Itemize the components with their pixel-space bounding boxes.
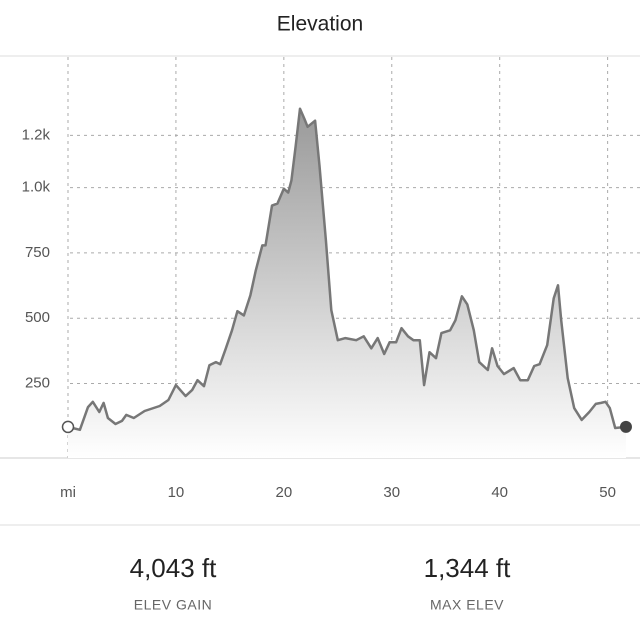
x-tick-label: 50 bbox=[599, 484, 616, 501]
stats: 4,043 ft ELEV GAIN 1,344 ft MAX ELEV bbox=[130, 553, 512, 613]
y-tick-label: 1.0k bbox=[22, 179, 51, 196]
stat-value: 1,344 ft bbox=[424, 553, 512, 583]
x-tick-label: 30 bbox=[383, 484, 400, 501]
elevation-line bbox=[67, 107, 627, 432]
y-tick-label: 500 bbox=[25, 309, 50, 326]
stat-value: 4,043 ft bbox=[130, 553, 218, 583]
y-tick-label: 1.2k bbox=[22, 126, 51, 143]
x-tick-label: 20 bbox=[276, 484, 293, 501]
x-tick-label: 40 bbox=[491, 484, 508, 501]
y-tick-label: 750 bbox=[25, 244, 50, 261]
stat-label: MAX ELEV bbox=[430, 597, 504, 613]
x-tick-label: 10 bbox=[168, 484, 185, 501]
y-tick-label: 250 bbox=[25, 375, 50, 392]
x-tick-label: mi bbox=[60, 484, 76, 501]
start-marker bbox=[61, 420, 75, 434]
chart-title: Elevation bbox=[277, 13, 363, 36]
area-fill bbox=[67, 108, 626, 458]
end-marker bbox=[619, 420, 632, 433]
stat-label: ELEV GAIN bbox=[134, 597, 212, 613]
